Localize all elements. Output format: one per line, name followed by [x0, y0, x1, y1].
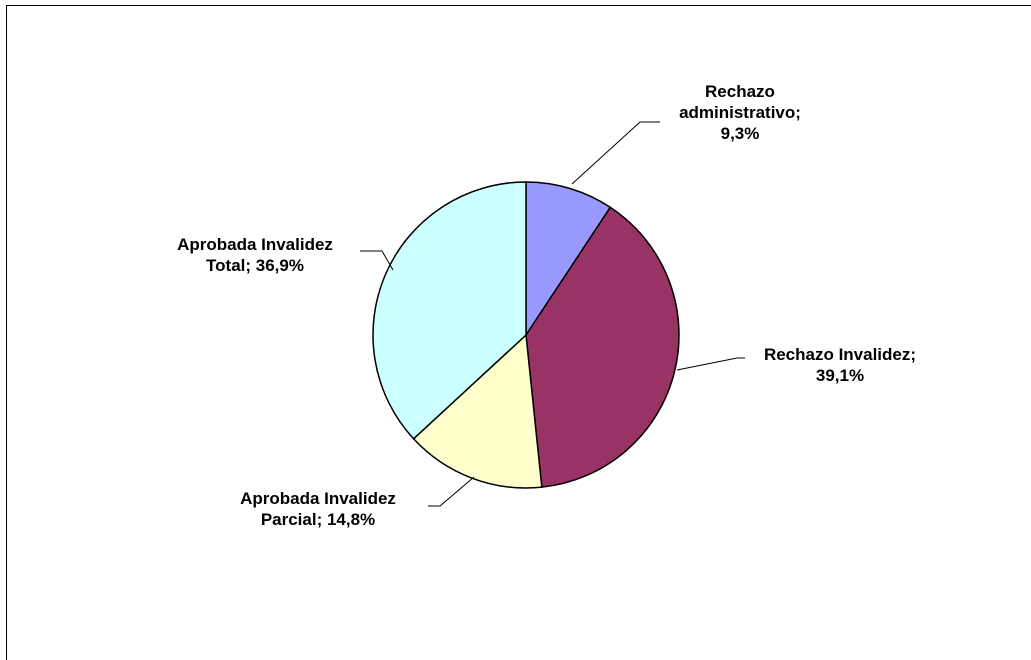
data-label-line: Rechazo Invalidez; — [764, 345, 916, 364]
chart-frame — [6, 5, 1031, 660]
pie-slice-rechazo-administrativo — [525, 181, 612, 338]
pie-slice-aprobada-invalidez-total — [372, 181, 527, 440]
data-label-aprobada-invalidez-total: Aprobada Invalidez Total; 36,9% — [177, 235, 333, 275]
leader-line-3 — [428, 476, 475, 507]
leader-lines — [360, 121, 745, 507]
data-label-line: 39,1% — [816, 366, 864, 385]
leader-line-1 — [571, 121, 660, 185]
data-label-line: Aprobada Invalidez — [177, 235, 333, 254]
data-label-line: Total; 36,9% — [206, 256, 304, 275]
leader-line-4 — [360, 250, 394, 271]
data-label-aprobada-invalidez-parcial: Aprobada Invalidez Parcial; 14,8% — [240, 489, 396, 529]
data-label-line: 9,3% — [721, 124, 760, 143]
data-label-line: Rechazo — [705, 82, 775, 101]
data-label-line: Parcial; 14,8% — [261, 510, 375, 529]
pie-slice-rechazo-invalidez — [525, 206, 680, 489]
pie-slices — [372, 181, 680, 489]
data-label-line: administrativo; — [679, 103, 801, 122]
data-label-rechazo-administrativo: Rechazo administrativo; 9,3% — [679, 82, 801, 143]
data-label-line: Aprobada Invalidez — [240, 489, 396, 508]
data-labels: Rechazo administrativo; 9,3% Rechazo Invali… — [177, 82, 916, 529]
leader-line-2 — [676, 357, 745, 371]
data-label-rechazo-invalidez: Rechazo Invalidez; 39,1% — [764, 345, 916, 385]
